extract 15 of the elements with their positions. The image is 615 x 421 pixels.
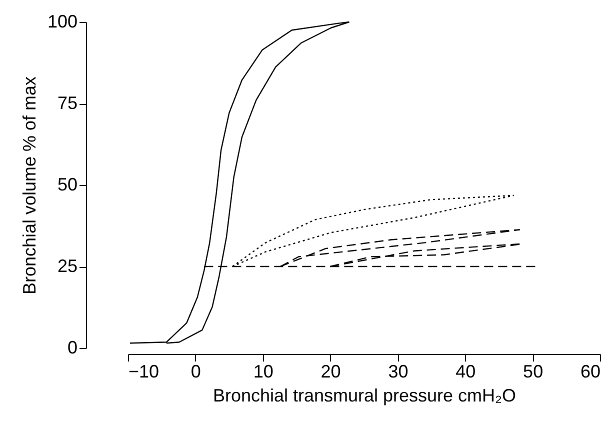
x-tick-label: 40 bbox=[456, 362, 476, 382]
x-tick-label: 10 bbox=[253, 362, 274, 382]
y-tick-label: 50 bbox=[57, 174, 78, 194]
x-tick-label: 60 bbox=[580, 362, 600, 382]
x-tick-label: 50 bbox=[523, 362, 544, 382]
x-tick-label: 30 bbox=[388, 362, 408, 382]
y-tick-label: 25 bbox=[57, 256, 78, 276]
x-axis-title: Bronchial transmural pressure cmH₂O bbox=[212, 386, 516, 406]
y-tick-label: 0 bbox=[67, 338, 78, 358]
x-tick-label: 20 bbox=[320, 362, 341, 382]
y-axis-title: Bronchial volume % of max bbox=[19, 76, 40, 295]
x-tick-label: 0 bbox=[190, 362, 201, 382]
y-tick-label: 75 bbox=[57, 93, 78, 113]
x-tick-label: −10 bbox=[128, 362, 160, 382]
y-tick-label: 100 bbox=[47, 12, 78, 32]
